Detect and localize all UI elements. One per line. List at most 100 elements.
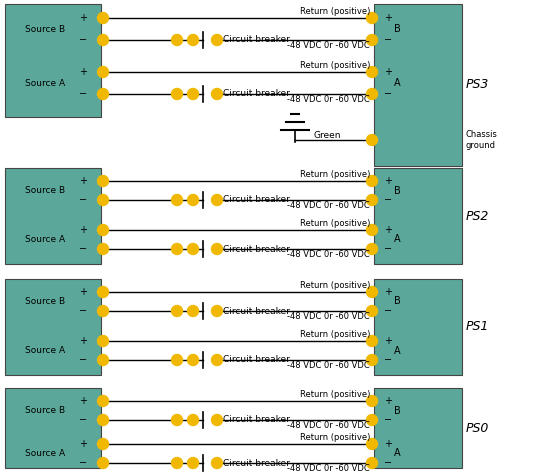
Circle shape bbox=[187, 457, 199, 469]
Text: +: + bbox=[384, 13, 392, 23]
Text: -48 VDC 0r -60 VDC: -48 VDC 0r -60 VDC bbox=[287, 250, 370, 259]
Circle shape bbox=[98, 89, 109, 100]
Text: +: + bbox=[384, 67, 392, 77]
Bar bbox=[374, 4, 462, 166]
Text: −: − bbox=[79, 306, 87, 316]
Circle shape bbox=[367, 438, 377, 449]
Circle shape bbox=[367, 336, 377, 346]
Bar bbox=[5, 4, 101, 117]
Text: -48 VDC 0r -60 VDC: -48 VDC 0r -60 VDC bbox=[287, 312, 370, 321]
Text: -48 VDC 0r -60 VDC: -48 VDC 0r -60 VDC bbox=[287, 201, 370, 210]
Circle shape bbox=[98, 176, 109, 186]
Bar bbox=[374, 168, 462, 264]
Circle shape bbox=[98, 287, 109, 297]
Text: +: + bbox=[384, 336, 392, 346]
Circle shape bbox=[172, 457, 183, 469]
Circle shape bbox=[367, 67, 377, 77]
Text: −: − bbox=[384, 89, 392, 99]
Circle shape bbox=[172, 244, 183, 254]
Circle shape bbox=[212, 305, 222, 317]
Circle shape bbox=[367, 176, 377, 186]
Text: +: + bbox=[384, 287, 392, 297]
Text: Source A: Source A bbox=[25, 78, 65, 87]
Text: -48 VDC 0r -60 VDC: -48 VDC 0r -60 VDC bbox=[287, 464, 370, 472]
Text: Return (positive): Return (positive) bbox=[300, 433, 370, 442]
Circle shape bbox=[187, 305, 199, 317]
Text: Return (positive): Return (positive) bbox=[300, 330, 370, 339]
Text: +: + bbox=[79, 439, 87, 449]
Bar bbox=[5, 168, 101, 264]
Circle shape bbox=[187, 354, 199, 365]
Circle shape bbox=[367, 12, 377, 24]
Circle shape bbox=[172, 89, 183, 100]
Circle shape bbox=[367, 457, 377, 469]
Circle shape bbox=[172, 414, 183, 425]
Text: Source B: Source B bbox=[25, 25, 65, 34]
Text: Source A: Source A bbox=[25, 235, 65, 244]
Text: Circuit breaker: Circuit breaker bbox=[223, 355, 290, 364]
Circle shape bbox=[367, 354, 377, 365]
Circle shape bbox=[212, 354, 222, 365]
Text: Source A: Source A bbox=[25, 346, 65, 355]
Circle shape bbox=[98, 354, 109, 365]
Bar bbox=[374, 279, 462, 375]
Circle shape bbox=[187, 34, 199, 45]
Text: Source A: Source A bbox=[25, 449, 65, 458]
Circle shape bbox=[98, 225, 109, 236]
Circle shape bbox=[212, 244, 222, 254]
Circle shape bbox=[367, 287, 377, 297]
Text: B: B bbox=[394, 296, 401, 306]
Text: −: − bbox=[384, 415, 392, 425]
Text: −: − bbox=[79, 458, 87, 468]
Text: +: + bbox=[384, 439, 392, 449]
Circle shape bbox=[367, 34, 377, 45]
Text: −: − bbox=[79, 89, 87, 99]
Text: A: A bbox=[394, 78, 401, 88]
Circle shape bbox=[98, 34, 109, 45]
Text: Circuit breaker: Circuit breaker bbox=[223, 415, 290, 424]
Circle shape bbox=[212, 457, 222, 469]
Text: Circuit breaker: Circuit breaker bbox=[223, 195, 290, 204]
Bar bbox=[374, 388, 462, 468]
Text: +: + bbox=[79, 336, 87, 346]
Text: −: − bbox=[79, 35, 87, 45]
Text: A: A bbox=[394, 448, 401, 458]
Text: PS1: PS1 bbox=[466, 320, 489, 334]
Circle shape bbox=[98, 396, 109, 406]
Text: Return (positive): Return (positive) bbox=[300, 170, 370, 179]
Circle shape bbox=[98, 438, 109, 449]
Text: -48 VDC 0r -60 VDC: -48 VDC 0r -60 VDC bbox=[287, 41, 370, 50]
Text: Return (positive): Return (positive) bbox=[300, 390, 370, 399]
Circle shape bbox=[98, 67, 109, 77]
Text: B: B bbox=[394, 185, 401, 195]
Text: +: + bbox=[79, 396, 87, 406]
Circle shape bbox=[98, 414, 109, 425]
Text: +: + bbox=[384, 396, 392, 406]
Text: B: B bbox=[394, 24, 401, 34]
Text: −: − bbox=[384, 458, 392, 468]
Circle shape bbox=[187, 194, 199, 205]
Text: Source B: Source B bbox=[25, 406, 65, 415]
Text: Return (positive): Return (positive) bbox=[300, 219, 370, 228]
Text: +: + bbox=[384, 176, 392, 186]
Text: +: + bbox=[79, 13, 87, 23]
Circle shape bbox=[367, 194, 377, 205]
Bar bbox=[5, 388, 101, 468]
Circle shape bbox=[187, 414, 199, 425]
Text: B: B bbox=[394, 405, 401, 415]
Circle shape bbox=[98, 336, 109, 346]
Circle shape bbox=[367, 396, 377, 406]
Bar bbox=[5, 279, 101, 375]
Circle shape bbox=[98, 244, 109, 254]
Text: Return (positive): Return (positive) bbox=[300, 61, 370, 70]
Text: -48 VDC 0r -60 VDC: -48 VDC 0r -60 VDC bbox=[287, 361, 370, 370]
Circle shape bbox=[172, 354, 183, 365]
Text: −: − bbox=[384, 306, 392, 316]
Circle shape bbox=[98, 194, 109, 205]
Text: −: − bbox=[79, 415, 87, 425]
Text: −: − bbox=[384, 355, 392, 365]
Circle shape bbox=[98, 12, 109, 24]
Text: -48 VDC 0r -60 VDC: -48 VDC 0r -60 VDC bbox=[287, 95, 370, 104]
Circle shape bbox=[98, 457, 109, 469]
Text: Chassis
ground: Chassis ground bbox=[466, 130, 498, 150]
